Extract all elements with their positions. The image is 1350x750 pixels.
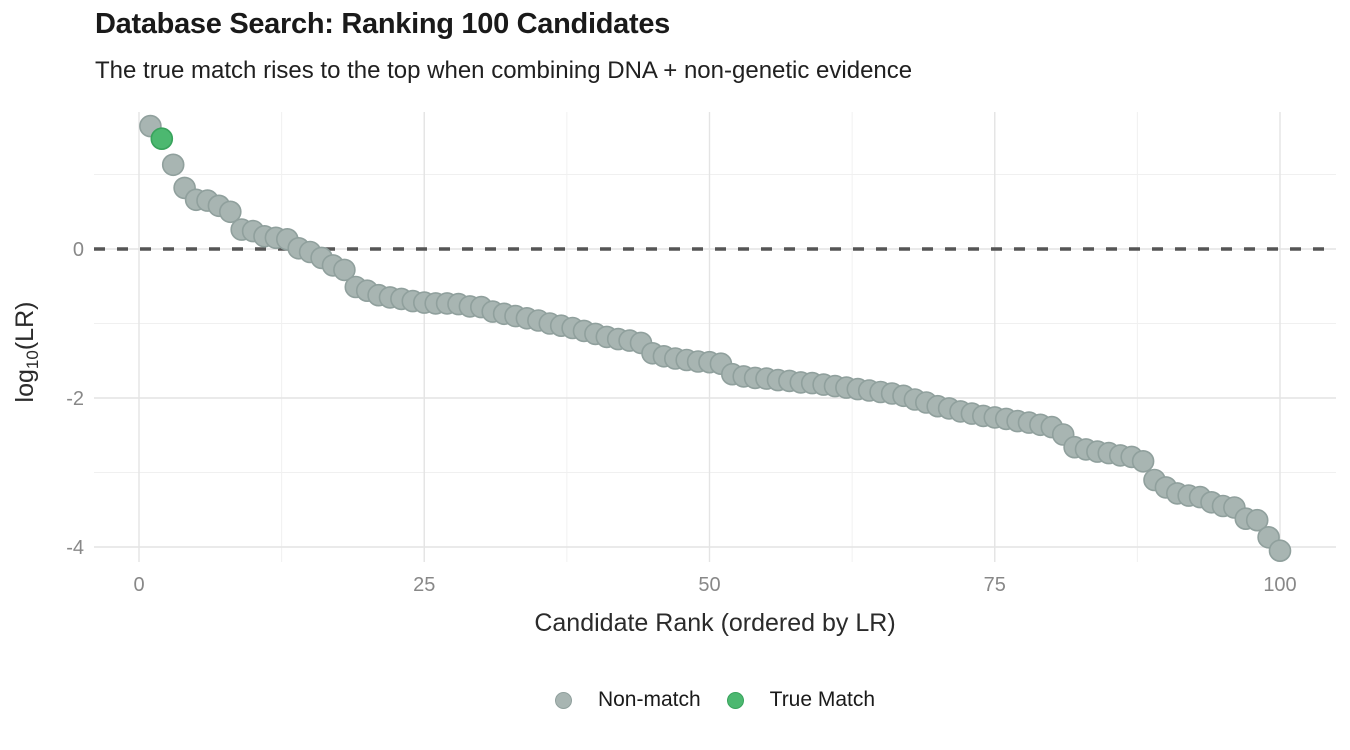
y-axis-title-pre: log (11, 369, 39, 402)
x-tick-label: 100 (1263, 574, 1296, 596)
minor-gridlines (94, 112, 1336, 562)
x-axis-tick-labels: 0 25 50 75 100 (133, 574, 1296, 596)
data-point (333, 258, 356, 282)
data-point (1268, 539, 1292, 563)
legend-label-true-match: True Match (769, 688, 876, 711)
non-match-dot-icon (554, 691, 572, 709)
legend-item-true-match: True Match (726, 688, 876, 712)
data-point (1245, 508, 1269, 532)
scatter-points (139, 114, 1292, 563)
data-point-true-match (150, 127, 174, 150)
x-axis-title: Candidate Rank (ordered by LR) (534, 609, 895, 637)
data-point (219, 200, 242, 224)
data-point (161, 153, 185, 177)
legend: Non-match True Match (94, 688, 1336, 712)
y-tick-label: -4 (66, 537, 84, 559)
x-tick-label: 75 (984, 574, 1006, 596)
x-tick-label: 25 (413, 574, 435, 596)
y-axis-title: log10(LR) (11, 302, 42, 403)
y-tick-label: -2 (66, 388, 84, 410)
legend-item-non-match: Non-match (554, 688, 701, 712)
x-tick-label: 50 (698, 574, 720, 596)
major-gridlines (94, 112, 1336, 562)
x-tick-label: 0 (133, 574, 144, 596)
y-axis-title-post: (LR) (11, 302, 39, 351)
y-tick-label: 0 (73, 239, 84, 261)
true-match-dot-icon (726, 691, 744, 709)
chart-subtitle: The true match rises to the top when com… (95, 57, 913, 84)
y-axis-title-subscript: 10 (23, 350, 42, 369)
data-point (1131, 449, 1155, 473)
chart-title: Database Search: Ranking 100 Candidates (95, 8, 670, 40)
legend-label-non-match: Non-match (597, 688, 701, 711)
y-axis-tick-labels: 0 -2 -4 (66, 239, 84, 559)
